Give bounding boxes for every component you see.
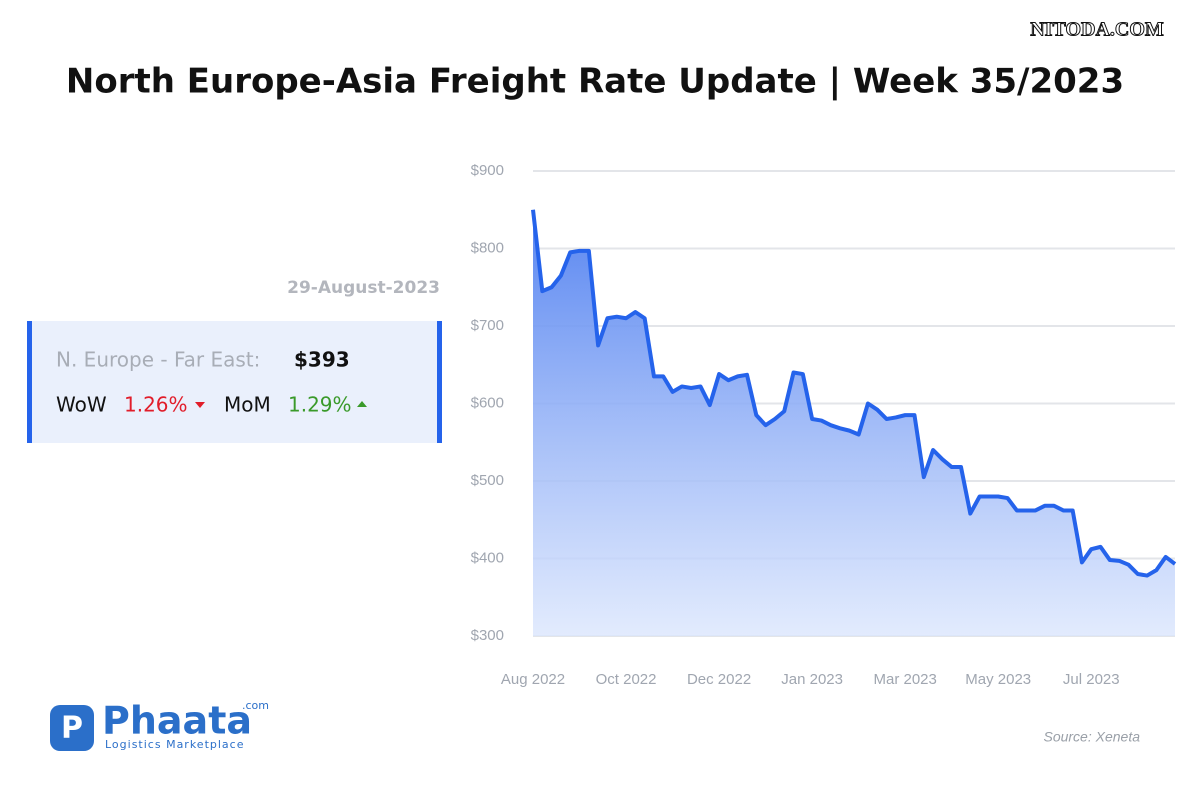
logo-letter: P <box>61 711 83 746</box>
card <box>27 321 441 443</box>
date: 29-August-2023 <box>287 278 440 298</box>
wow-label: WoW <box>56 393 107 417</box>
source: Source: Xeneta <box>1043 729 1140 745</box>
area <box>533 209 1175 636</box>
y-tick-label: $600 <box>471 394 504 411</box>
x-tick-label: May 2023 <box>965 671 1031 688</box>
card-accent <box>27 321 32 443</box>
y-tick-label: $900 <box>471 162 504 179</box>
x-tick-label: Oct 2022 <box>596 671 657 688</box>
price: $393 <box>294 348 350 372</box>
x-tick-label: Jul 2023 <box>1063 671 1120 688</box>
logo-mark <box>50 705 94 751</box>
mom-value: 1.29% <box>288 393 352 417</box>
wow-value: 1.26% <box>124 393 188 417</box>
x-tick-label: Jan 2023 <box>781 671 843 688</box>
logo-suffix: .com <box>242 699 269 712</box>
x-tick-label: Aug 2022 <box>501 671 565 688</box>
line <box>531 209 1177 578</box>
up-arrow <box>357 401 367 407</box>
y-tick-label: $700 <box>471 317 504 334</box>
logo-tagline: Logistics Marketplace <box>105 738 245 751</box>
logo-name: Phaata <box>102 699 252 743</box>
y-tick-label: $500 <box>471 472 504 489</box>
watermark: NITODA.COM <box>1030 19 1164 41</box>
route: N. Europe - Far East: <box>56 348 260 372</box>
down-arrow <box>195 402 205 408</box>
y-tick-label: $400 <box>471 549 504 566</box>
x-tick-label: Dec 2022 <box>687 671 751 688</box>
mom-label: MoM <box>224 393 271 417</box>
y-tick-label: $800 <box>471 239 504 256</box>
plot: $300 $400 $500 $600 $700 $800 $900 Aug 2022 Oct … <box>471 162 1177 688</box>
x-tick-label: Mar 2023 <box>873 671 936 688</box>
title: North Europe-Asia Freight Rate Update | … <box>66 62 1124 102</box>
y-tick-label: $300 <box>471 627 504 644</box>
card-accent <box>437 321 442 443</box>
